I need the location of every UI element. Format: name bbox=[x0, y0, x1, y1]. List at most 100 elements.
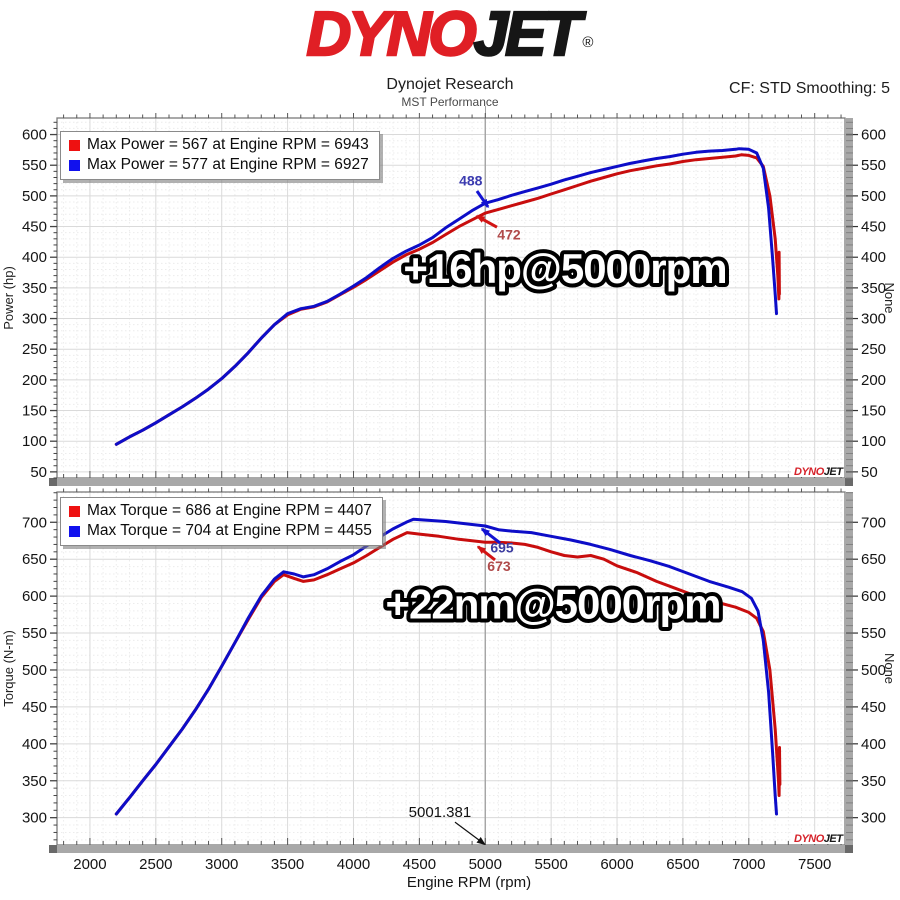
y-tick-label: 350 bbox=[22, 280, 47, 297]
callout-arrow bbox=[476, 545, 496, 562]
callout-value: 695 bbox=[490, 540, 514, 556]
x-tick-label: 7000 bbox=[732, 856, 765, 873]
y-tick-label-right: 600 bbox=[861, 127, 886, 144]
x-axis-title: Engine RPM (rpm) bbox=[407, 874, 531, 891]
legend-item: Max Torque = 686 at Engine RPM = 4407 bbox=[69, 501, 372, 521]
report-subtitle: MST Performance bbox=[401, 95, 499, 109]
power-legend: Max Power = 567 at Engine RPM = 6943 Max … bbox=[60, 131, 380, 180]
legend-item: Max Power = 567 at Engine RPM = 6943 bbox=[69, 135, 369, 155]
callout-arrow bbox=[475, 214, 498, 229]
y-tick-label: 700 bbox=[22, 514, 47, 531]
x-tick-label: 2000 bbox=[73, 856, 106, 873]
x-tick-label: 6000 bbox=[600, 856, 633, 873]
x-tick-label: 5000 bbox=[469, 856, 502, 873]
y-tick-label: 500 bbox=[22, 188, 47, 205]
registered-trademark-icon: ® bbox=[582, 34, 594, 51]
legend-item: Max Power = 577 at Engine RPM = 6927 bbox=[69, 155, 369, 175]
logo-jet-text: JET bbox=[472, 0, 582, 70]
y-axis-title-right: None bbox=[882, 653, 897, 684]
y-tick-label-right: 250 bbox=[861, 341, 886, 358]
gain-annotation: +16hp@5000rpm bbox=[403, 245, 726, 292]
y-tick-label: 550 bbox=[22, 625, 47, 642]
y-tick-label-right: 50 bbox=[861, 464, 878, 481]
y-tick-label-right: 450 bbox=[861, 699, 886, 716]
x-tick-label: 2500 bbox=[139, 856, 172, 873]
y-tick-label: 200 bbox=[22, 372, 47, 389]
legend-swatch-icon bbox=[69, 525, 80, 537]
legend-label: Max Torque = 686 at Engine RPM = 4407 bbox=[87, 502, 372, 519]
dynojet-logo: DYNOJET ® bbox=[0, 0, 900, 78]
y-tick-label: 450 bbox=[22, 699, 47, 716]
y-tick-label: 450 bbox=[22, 219, 47, 236]
dynojet-watermark: DYNOJET bbox=[794, 466, 844, 478]
dynojet-watermark: DYNOJET bbox=[794, 833, 844, 845]
y-tick-label: 400 bbox=[22, 249, 47, 266]
callout-value: 673 bbox=[487, 558, 511, 574]
y-tick-label-right: 350 bbox=[861, 280, 886, 297]
y-tick-label: 500 bbox=[22, 662, 47, 679]
x-tick-label: 7500 bbox=[798, 856, 831, 873]
y-tick-label-right: 350 bbox=[861, 773, 886, 790]
x-tick-label: 6500 bbox=[666, 856, 699, 873]
callout-arrow bbox=[475, 190, 490, 209]
y-tick-label: 550 bbox=[22, 157, 47, 174]
legend-item: Max Torque = 704 at Engine RPM = 4455 bbox=[69, 521, 372, 541]
y-tick-label-right: 700 bbox=[861, 514, 886, 531]
y-tick-label-right: 650 bbox=[861, 551, 886, 568]
y-tick-label-right: 550 bbox=[861, 625, 886, 642]
legend-label: Max Torque = 704 at Engine RPM = 4455 bbox=[87, 522, 372, 539]
x-tick-label: 3000 bbox=[205, 856, 238, 873]
callout-value: 488 bbox=[459, 172, 483, 188]
callout-value: 5001.381 bbox=[409, 804, 472, 821]
y-tick-label-right: 500 bbox=[861, 188, 886, 205]
callout-arrow bbox=[454, 821, 486, 846]
y-tick-label: 50 bbox=[30, 464, 47, 481]
x-tick-label: 5500 bbox=[534, 856, 567, 873]
y-tick-label: 100 bbox=[22, 433, 47, 450]
y-tick-label: 300 bbox=[22, 810, 47, 827]
y-tick-label-right: 600 bbox=[861, 588, 886, 605]
torque-chart: 700 700 650 650 600 600 550 550 500 500 450 450 400 4… bbox=[0, 486, 900, 900]
legend-swatch-icon bbox=[69, 139, 80, 151]
tuned-power-curve bbox=[114, 147, 778, 446]
y-tick-label-right: 500 bbox=[861, 662, 886, 679]
x-tick-label: 4000 bbox=[337, 856, 370, 873]
y-tick-label-right: 400 bbox=[861, 736, 886, 753]
y-tick-label: 600 bbox=[22, 127, 47, 144]
correction-smoothing-label: CF: STD Smoothing: 5 bbox=[729, 80, 890, 97]
y-tick-label: 600 bbox=[22, 588, 47, 605]
y-tick-label: 300 bbox=[22, 311, 47, 328]
legend-swatch-icon bbox=[69, 505, 80, 517]
y-axis-title: Torque (N-m) bbox=[1, 630, 16, 707]
torque-chart-canvas: 700 700 650 650 600 600 550 550 500 500 450 450 400 4… bbox=[1, 487, 897, 891]
legend-swatch-icon bbox=[69, 159, 80, 171]
x-tick-label: 4500 bbox=[403, 856, 436, 873]
baseline-power-curve bbox=[114, 153, 781, 446]
legend-label: Max Power = 567 at Engine RPM = 6943 bbox=[87, 136, 369, 153]
torque-legend: Max Torque = 686 at Engine RPM = 4407 Max… bbox=[60, 497, 383, 546]
y-tick-label-right: 300 bbox=[861, 311, 886, 328]
y-tick-label-right: 200 bbox=[861, 372, 886, 389]
baseline-torque-curve bbox=[114, 531, 782, 816]
y-tick-label: 150 bbox=[22, 403, 47, 420]
y-tick-label-right: 400 bbox=[861, 249, 886, 266]
power-chart: 600 600 550 550 500 500 450 450 400 400 350 350 300 3… bbox=[0, 112, 900, 486]
x-tick-label: 3500 bbox=[271, 856, 304, 873]
logo-dyno-text: DYNO bbox=[305, 0, 478, 70]
cursor-line-segment bbox=[485, 106, 486, 118]
y-tick-label: 400 bbox=[22, 736, 47, 753]
power-chart-canvas: 600 600 550 550 500 500 450 450 400 400 350 350 300 3… bbox=[1, 113, 897, 486]
y-tick-label-right: 450 bbox=[861, 219, 886, 236]
callout-value: 472 bbox=[497, 226, 521, 242]
gain-annotation: +22nm@5000rpm bbox=[385, 580, 720, 627]
y-tick-label: 250 bbox=[22, 341, 47, 358]
callout-arrow bbox=[480, 527, 501, 545]
tuned-torque-curve bbox=[114, 517, 778, 816]
report-title: Dynojet Research bbox=[386, 76, 514, 93]
legend-label: Max Power = 577 at Engine RPM = 6927 bbox=[87, 156, 369, 173]
y-axis-title-right: None bbox=[882, 282, 897, 313]
y-tick-label-right: 550 bbox=[861, 157, 886, 174]
y-tick-label-right: 150 bbox=[861, 403, 886, 420]
y-tick-label-right: 100 bbox=[861, 433, 886, 450]
